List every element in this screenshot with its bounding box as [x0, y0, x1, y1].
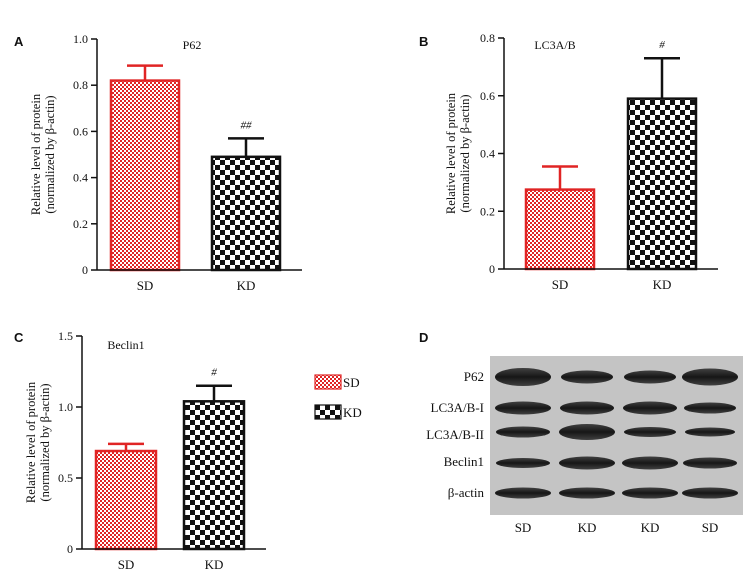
y-axis-label: (normalized by β-actin)	[38, 383, 52, 501]
legend-label-sd: SD	[343, 375, 360, 390]
y-tick-label: 0.5	[58, 471, 73, 485]
y-tick-label: 0	[67, 542, 73, 556]
blot-band	[624, 370, 676, 384]
western-blot: P62 LC3A/B-I LC3A/B-II Beclin1 β-actin S…	[426, 356, 743, 535]
blot-band	[559, 424, 615, 440]
x-category-label: KD	[653, 277, 672, 292]
y-axis-label: Relative level of protein	[444, 92, 458, 214]
significance-marker: #	[659, 39, 665, 51]
blot-band	[496, 426, 550, 438]
y-tick-label: 1.5	[58, 329, 73, 343]
blot-band	[624, 427, 676, 437]
y-tick-label: 0.6	[480, 89, 495, 103]
x-category-label: KD	[205, 557, 224, 572]
blot-band	[622, 456, 678, 470]
y-tick-label: 0	[82, 263, 88, 277]
blot-row-label-lc3ab-ii: LC3A/B-II	[426, 427, 484, 442]
blot-lane-label: SD	[702, 520, 719, 535]
blot-row-label-beclin1: Beclin1	[444, 454, 484, 469]
blot-lane-label: KD	[578, 520, 597, 535]
blot-band	[559, 487, 615, 499]
panel-label-c: C	[14, 330, 24, 345]
chart-lc3ab: LC3A/B Relative level of protein (normaliz…	[444, 31, 718, 292]
y-tick-label: 1.0	[58, 400, 73, 414]
legend-label-kd: KD	[343, 405, 362, 420]
blot-band	[683, 457, 737, 469]
bar-sd	[109, 79, 181, 272]
blot-band	[623, 401, 677, 415]
chart-title: P62	[183, 38, 202, 52]
blot-row-label-p62: P62	[464, 369, 484, 384]
chart-beclin1: Beclin1 Relative level of protein (normali…	[24, 329, 266, 572]
bar-kd	[626, 97, 698, 271]
y-tick-label: 0.4	[480, 147, 495, 161]
panel-label-d: D	[419, 330, 428, 345]
panel-label-b: B	[419, 34, 428, 49]
bar-kd	[210, 155, 282, 272]
y-axis-label: Relative level of protein	[29, 93, 43, 215]
bar-sd	[524, 188, 596, 271]
y-axis-label: (normalized by β-actin)	[458, 94, 472, 212]
y-axis-label: Relative level of protein	[24, 381, 38, 503]
significance-marker: #	[211, 367, 217, 379]
panel-label-a: A	[14, 34, 24, 49]
y-tick-label: 0.8	[480, 31, 495, 45]
legend-swatch-sd	[314, 374, 342, 390]
blot-band	[682, 487, 738, 499]
legend: SD KD	[314, 374, 362, 420]
chart-title: Beclin1	[107, 338, 144, 352]
y-tick-label: 0.4	[73, 171, 88, 185]
blot-row-label-beta-actin: β-actin	[448, 485, 485, 500]
blot-band	[682, 368, 738, 386]
blot-band	[560, 401, 614, 415]
x-category-label: SD	[552, 277, 569, 292]
x-category-label: SD	[118, 557, 135, 572]
y-tick-label: 0.6	[73, 124, 88, 138]
y-tick-label: 1.0	[73, 32, 88, 46]
blot-band	[684, 402, 736, 414]
blot-band	[685, 427, 735, 437]
y-tick-label: 0.2	[480, 204, 495, 218]
blot-bands	[495, 368, 738, 499]
blot-band	[495, 368, 551, 386]
x-category-label: SD	[137, 278, 154, 293]
blot-band	[495, 401, 551, 415]
y-tick-label: 0.8	[73, 78, 88, 92]
blot-band	[496, 458, 550, 468]
y-tick-label: 0	[489, 262, 495, 276]
x-category-label: KD	[237, 278, 256, 293]
blot-band	[561, 370, 613, 384]
bar-kd	[182, 400, 246, 551]
blot-band	[559, 456, 615, 470]
blot-lane-label: SD	[515, 520, 532, 535]
blot-band	[495, 487, 551, 499]
significance-marker: ##	[241, 119, 253, 131]
blot-lane-label: KD	[641, 520, 660, 535]
chart-p62: P62 Relative level of protein (normalized …	[29, 32, 302, 293]
y-tick-label: 0.2	[73, 217, 88, 231]
blot-band	[622, 487, 678, 499]
bar-sd	[94, 449, 158, 551]
legend-swatch-kd	[314, 404, 342, 420]
y-axis-label: (normalized by β-actin)	[43, 95, 57, 213]
chart-title: LC3A/B	[534, 38, 575, 52]
blot-row-label-lc3ab-i: LC3A/B-I	[431, 400, 484, 415]
